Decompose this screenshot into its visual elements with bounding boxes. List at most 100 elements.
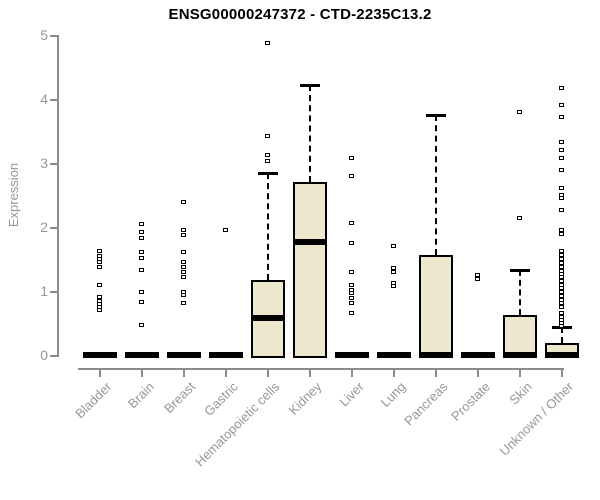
outlier-point (475, 273, 480, 277)
x-axis-tick (519, 368, 521, 377)
outlier-point (265, 153, 270, 158)
outlier-point (97, 264, 102, 269)
outlier-point (97, 260, 102, 265)
outlier-point (559, 155, 564, 160)
x-category-label: Unknown / Other (497, 379, 577, 459)
outlier-point (559, 232, 564, 237)
outlier-point (559, 185, 564, 190)
whisker-cap (300, 83, 320, 87)
outlier-point (265, 159, 270, 164)
outlier-point (139, 221, 144, 226)
outlier-point (559, 207, 564, 212)
outlier-point (97, 283, 102, 288)
y-axis-tick (50, 355, 57, 357)
outlier-point (559, 310, 564, 315)
iqr-box (419, 255, 453, 358)
median-line (83, 352, 117, 358)
outlier-point (559, 148, 564, 153)
outlier-point (223, 228, 228, 233)
outlier-point (139, 267, 144, 272)
x-category-label: Brain (124, 379, 157, 412)
x-axis-tick (435, 368, 437, 377)
x-category-label: Bladder (72, 379, 115, 422)
outlier-point (559, 324, 564, 329)
x-axis-tick (225, 368, 227, 377)
outlier-point (559, 228, 564, 233)
outlier-point (559, 294, 564, 299)
median-line (461, 352, 495, 358)
outlier-point (559, 305, 564, 309)
median-line (545, 352, 579, 358)
outlier-point (391, 269, 396, 274)
outlier-point (139, 249, 144, 254)
y-axis-label: Expression (6, 162, 21, 228)
outlier-point (181, 200, 186, 205)
outlier-point (349, 310, 354, 315)
outlier-point (559, 196, 564, 201)
median-line (167, 352, 201, 358)
outlier-point (181, 274, 186, 279)
outlier-point (349, 283, 354, 288)
outlier-point (349, 155, 354, 160)
y-tick-label: 1 (40, 283, 48, 299)
outlier-point (391, 265, 396, 270)
outlier-point (349, 290, 354, 295)
x-category-label: Lung (377, 379, 409, 411)
x-axis-tick (477, 368, 479, 377)
whisker-line (267, 173, 269, 281)
x-category-label: Gastric (200, 379, 241, 419)
x-axis-tick (561, 368, 563, 377)
outlier-point (559, 257, 564, 261)
y-tick-label: 5 (40, 27, 48, 43)
outlier-point (559, 139, 564, 144)
whisker-line (309, 84, 311, 182)
y-axis-line (57, 35, 59, 357)
outlier-point (181, 269, 186, 274)
median-line (377, 352, 411, 358)
outlier-point (181, 249, 186, 254)
outlier-point (559, 286, 564, 291)
x-axis-tick (141, 368, 143, 377)
outlier-point (97, 249, 102, 254)
chart-title: ENSG00000247372 - CTD-2235C13.2 (168, 6, 432, 23)
whisker-cap (258, 172, 278, 176)
outlier-point (349, 301, 354, 306)
median-line (503, 352, 537, 358)
outlier-point (139, 299, 144, 304)
outlier-point (559, 278, 564, 283)
outlier-point (139, 322, 144, 327)
outlier-point (265, 134, 270, 139)
outlier-point (559, 301, 564, 306)
outlier-point (265, 40, 270, 45)
whisker-cap (510, 268, 530, 272)
iqr-box (293, 181, 327, 358)
outlier-point (349, 296, 354, 301)
y-axis-tick (50, 227, 57, 229)
outlier-point (559, 282, 564, 287)
x-axis-tick (267, 368, 269, 377)
x-axis-tick (309, 368, 311, 377)
outlier-point (517, 109, 522, 114)
median-line (419, 352, 453, 358)
outlier-point (391, 283, 396, 288)
outlier-point (559, 249, 564, 254)
outlier-point (391, 244, 396, 249)
x-axis-tick (183, 368, 185, 377)
outlier-point (559, 102, 564, 107)
whisker-line (561, 326, 563, 343)
outlier-point (181, 233, 186, 238)
outlier-point (349, 241, 354, 245)
x-axis-line (78, 368, 564, 370)
median-line (293, 238, 327, 245)
outlier-point (559, 86, 564, 91)
outlier-point (181, 228, 186, 233)
outlier-point (349, 173, 354, 178)
x-category-label: Skin (506, 379, 535, 408)
outlier-point (349, 221, 354, 226)
whisker-line (519, 269, 521, 315)
outlier-point (97, 308, 102, 313)
outlier-point (559, 260, 564, 265)
outlier-point (139, 230, 144, 235)
x-category-label: Liver (336, 379, 367, 410)
